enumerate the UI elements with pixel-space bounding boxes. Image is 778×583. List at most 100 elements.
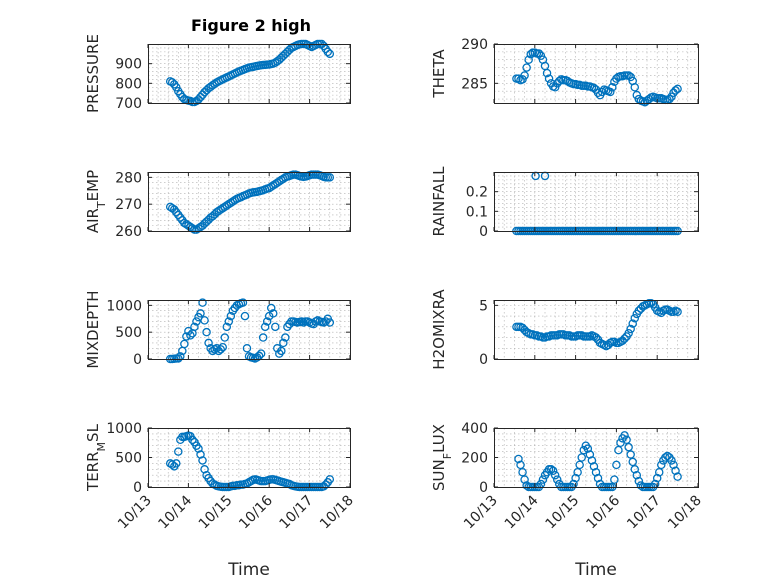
data-point xyxy=(673,84,682,94)
data-point xyxy=(614,445,623,455)
data-point xyxy=(192,317,201,326)
data-point xyxy=(597,87,607,97)
y-tick-label: 700 xyxy=(115,96,142,112)
data-point xyxy=(636,481,646,490)
data-point xyxy=(518,467,527,477)
data-point xyxy=(200,465,209,474)
data-point xyxy=(222,322,232,332)
data-point xyxy=(548,466,558,476)
x-tick-label: 10/17 xyxy=(624,493,664,533)
y-axis-label: RAINFALL xyxy=(430,166,448,237)
data-point xyxy=(202,327,211,337)
data-point xyxy=(321,480,331,489)
y-tick-label: 200 xyxy=(461,451,488,467)
y-tick-label: 0 xyxy=(479,224,488,240)
data-point xyxy=(552,475,562,484)
x-axis-label: Time xyxy=(227,560,270,580)
y-tick-label: 900 xyxy=(115,57,142,73)
data-point xyxy=(608,83,617,92)
y-tick-label: 500 xyxy=(115,325,142,341)
y-tick-label: 400 xyxy=(461,421,488,437)
data-point xyxy=(591,333,601,342)
data-point xyxy=(671,86,680,95)
data-point xyxy=(238,298,248,307)
y-tick-label: 0 xyxy=(133,352,142,368)
y-tick-label: 260 xyxy=(115,224,142,240)
data-point xyxy=(224,317,234,326)
data-point xyxy=(266,303,276,313)
data-point xyxy=(654,467,664,477)
panel-pressure: 700 800 900 PRESSURE xyxy=(84,34,351,113)
data-point xyxy=(673,472,682,481)
data-point xyxy=(544,74,554,83)
y-tick-label: 270 xyxy=(115,197,142,213)
data-point xyxy=(628,457,637,467)
data-point xyxy=(180,339,189,349)
y-tick-label: 290 xyxy=(461,37,488,53)
data-point xyxy=(240,311,250,321)
data-point xyxy=(546,465,556,474)
data-point xyxy=(630,465,640,474)
x-axis-label: Time xyxy=(574,560,617,580)
y-tick-label: 1000 xyxy=(106,421,142,437)
x-tick-label: 10/18 xyxy=(317,493,357,533)
data-point xyxy=(198,298,207,307)
data-point xyxy=(591,467,601,477)
panel-h2omixra: 0 5 H2OMIXRA xyxy=(430,289,699,370)
data-point xyxy=(268,309,278,318)
data-point xyxy=(172,459,181,468)
data-point xyxy=(514,454,523,464)
data-point xyxy=(550,470,560,480)
data-point xyxy=(620,431,629,440)
data-point xyxy=(673,307,682,317)
data-point xyxy=(325,475,335,484)
y-tick-label: 0.1 xyxy=(466,204,488,220)
data-point xyxy=(624,71,633,80)
data-point xyxy=(196,309,205,318)
data-point xyxy=(262,317,272,326)
data-point xyxy=(260,322,270,332)
data-point xyxy=(624,329,633,338)
y-axis-label: PRESSURE xyxy=(84,34,102,113)
data-point xyxy=(628,319,637,328)
data-point xyxy=(573,467,582,477)
data-point xyxy=(323,47,333,57)
data-point xyxy=(520,475,529,484)
axes-box xyxy=(148,172,351,232)
axes-box xyxy=(148,300,351,360)
data-point xyxy=(186,331,195,340)
axes-box xyxy=(494,44,699,104)
data-point xyxy=(612,460,621,470)
data-point xyxy=(174,354,183,363)
data-point xyxy=(188,435,197,445)
data-point xyxy=(534,49,544,58)
data-point xyxy=(634,476,644,486)
data-point xyxy=(174,447,183,456)
y-tick-label: 0 xyxy=(133,480,142,496)
data-point xyxy=(524,55,533,64)
data-point xyxy=(671,466,680,476)
data-point xyxy=(657,460,666,470)
data-point xyxy=(184,326,193,336)
y-tick-label: 0.2 xyxy=(466,185,488,201)
data-point xyxy=(667,456,676,465)
data-point xyxy=(606,87,615,97)
y-axis-label: SUNFLUX xyxy=(430,424,454,491)
data-point xyxy=(587,456,597,465)
data-point xyxy=(256,349,266,358)
y-tick-label: 1000 xyxy=(106,298,142,314)
data-point xyxy=(279,338,288,348)
data-point xyxy=(622,435,631,445)
panel-theta: 285 290 THETA xyxy=(430,37,699,107)
data-point xyxy=(579,445,589,455)
x-tick-label: 10/13 xyxy=(115,493,155,533)
data-point xyxy=(167,460,177,469)
data-point xyxy=(242,344,252,353)
data-point xyxy=(190,322,199,332)
data-point xyxy=(516,460,525,470)
data-point xyxy=(652,473,662,483)
data-point xyxy=(589,462,599,471)
